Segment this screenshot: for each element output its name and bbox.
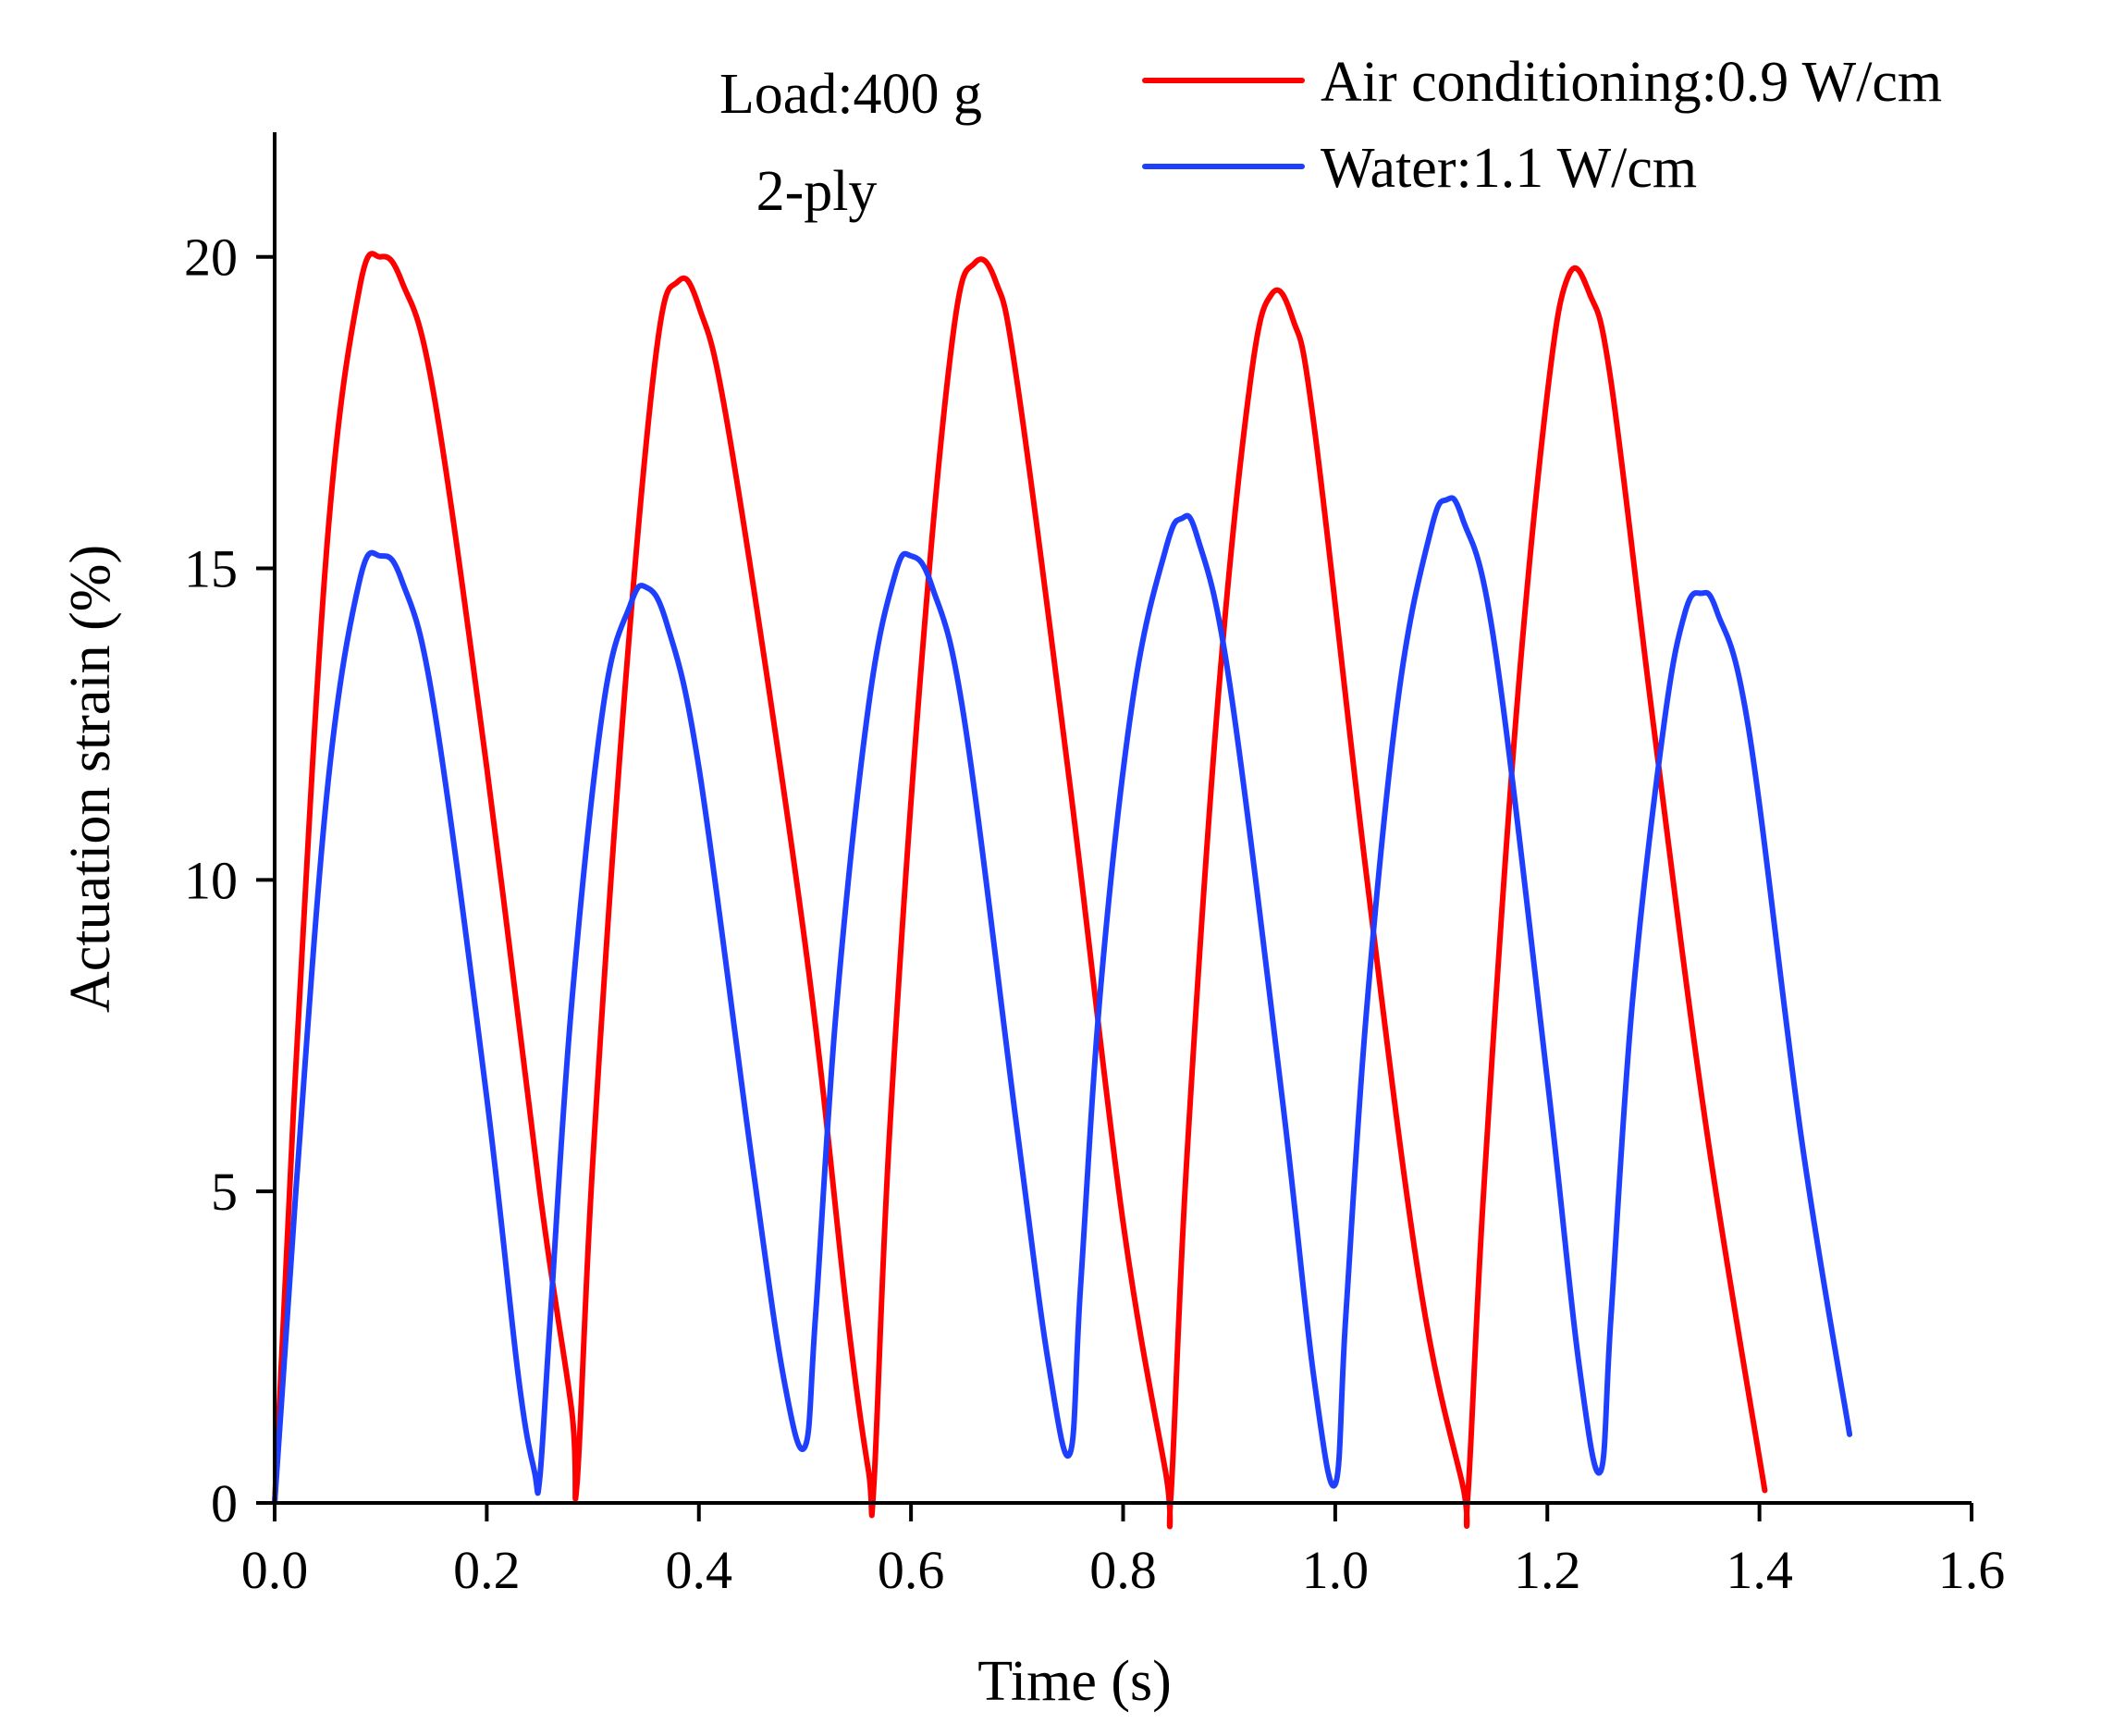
x-axis-title: Time (s)	[977, 1650, 1172, 1713]
annotation-ply: 2-ply	[756, 160, 878, 223]
x-tick-label: 1.0	[1302, 1540, 1370, 1600]
series-layer	[272, 251, 1853, 1530]
legend-label-air: Air conditioning:0.9 W/cm	[1321, 51, 1942, 114]
y-axis-title: Actuation strain (%)	[59, 545, 122, 1013]
axes-layer	[273, 132, 1972, 1505]
annotation-load: Load:400 g	[719, 63, 982, 126]
x-tick-label: 0.4	[666, 1540, 733, 1600]
x-ticks: 0.0 0.2 0.4 0.6 0.8 1.0 1.2 1.4 1.6	[241, 1503, 2006, 1600]
x-tick-label: 0.2	[453, 1540, 521, 1600]
x-tick-label: 1.6	[1938, 1540, 2006, 1600]
x-tick-label: 0.0	[241, 1540, 309, 1600]
series-line-water	[272, 495, 1853, 1506]
x-tick-label: 0.8	[1089, 1540, 1157, 1600]
y-tick-label: 5	[211, 1162, 238, 1222]
legend: Air conditioning:0.9 W/cm Water:1.1 W/cm	[1142, 51, 1942, 200]
y-tick-label: 15	[184, 539, 238, 599]
y-tick-label: 20	[184, 228, 238, 288]
series-line-air-conditioning	[272, 251, 1768, 1530]
legend-label-water: Water:1.1 W/cm	[1321, 137, 1697, 200]
y-tick-label: 0	[211, 1473, 238, 1533]
x-tick-label: 1.2	[1514, 1540, 1581, 1600]
x-tick-label: 1.4	[1726, 1540, 1793, 1600]
y-tick-label: 10	[184, 850, 238, 910]
x-tick-label: 0.6	[878, 1540, 945, 1600]
y-ticks: 0 5 10 15 20	[184, 228, 275, 1533]
